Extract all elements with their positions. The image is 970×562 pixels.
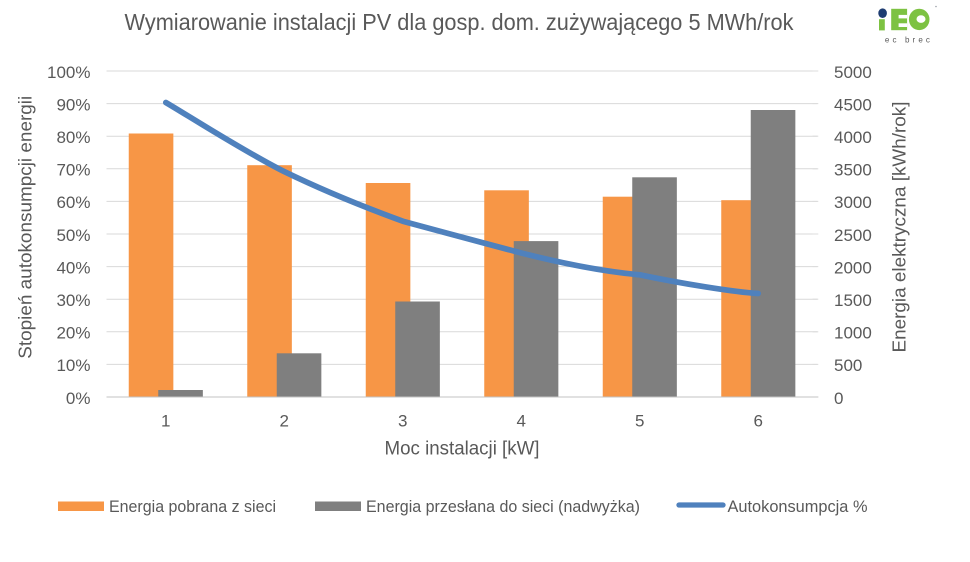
svg-text:60%: 60% — [56, 193, 90, 212]
svg-text:5000: 5000 — [834, 63, 872, 82]
svg-text:6: 6 — [754, 412, 763, 431]
svg-text:Energia przesłana do sieci (na: Energia przesłana do sieci (nadwyżka) — [366, 497, 640, 516]
svg-text:50%: 50% — [56, 226, 90, 245]
svg-text:Energia elektryczna [kWh/rok]: Energia elektryczna [kWh/rok] — [890, 102, 910, 353]
svg-text:3: 3 — [398, 412, 407, 431]
svg-text:0%: 0% — [66, 389, 91, 408]
svg-text:Autokonsumpcja %: Autokonsumpcja % — [728, 497, 868, 516]
svg-text:1000: 1000 — [834, 324, 872, 343]
svg-text:2000: 2000 — [834, 258, 872, 277]
svg-text:10%: 10% — [56, 356, 90, 375]
svg-text:4000: 4000 — [834, 128, 872, 147]
svg-text:80%: 80% — [56, 128, 90, 147]
svg-text:90%: 90% — [56, 95, 90, 114]
svg-text:30%: 30% — [56, 291, 90, 310]
svg-text:4500: 4500 — [834, 95, 872, 114]
svg-text:2500: 2500 — [834, 226, 872, 245]
svg-text:70%: 70% — [56, 161, 90, 180]
svg-text:500: 500 — [834, 356, 862, 375]
svg-text:3500: 3500 — [834, 161, 872, 180]
svg-text:40%: 40% — [56, 258, 90, 277]
svg-text:2: 2 — [280, 412, 289, 431]
svg-text:ec brec: ec brec — [885, 36, 930, 45]
svg-text:1: 1 — [161, 412, 170, 431]
svg-text:1500: 1500 — [834, 291, 872, 310]
svg-text:4: 4 — [517, 412, 526, 431]
svg-text:Wymiarowanie instalacji PV dla: Wymiarowanie instalacji PV dla gosp. dom… — [125, 9, 794, 35]
svg-text:0: 0 — [834, 389, 843, 408]
svg-text:20%: 20% — [56, 324, 90, 343]
svg-text:Stopień autokonsumpcji energii: Stopień autokonsumpcji energii — [16, 96, 36, 359]
svg-text:3000: 3000 — [834, 193, 872, 212]
svg-text:100%: 100% — [47, 63, 90, 82]
svg-text:5: 5 — [635, 412, 644, 431]
svg-text:Moc instalacji [kW]: Moc instalacji [kW] — [385, 439, 540, 460]
svg-text:Energia pobrana z sieci: Energia pobrana z sieci — [109, 497, 276, 516]
